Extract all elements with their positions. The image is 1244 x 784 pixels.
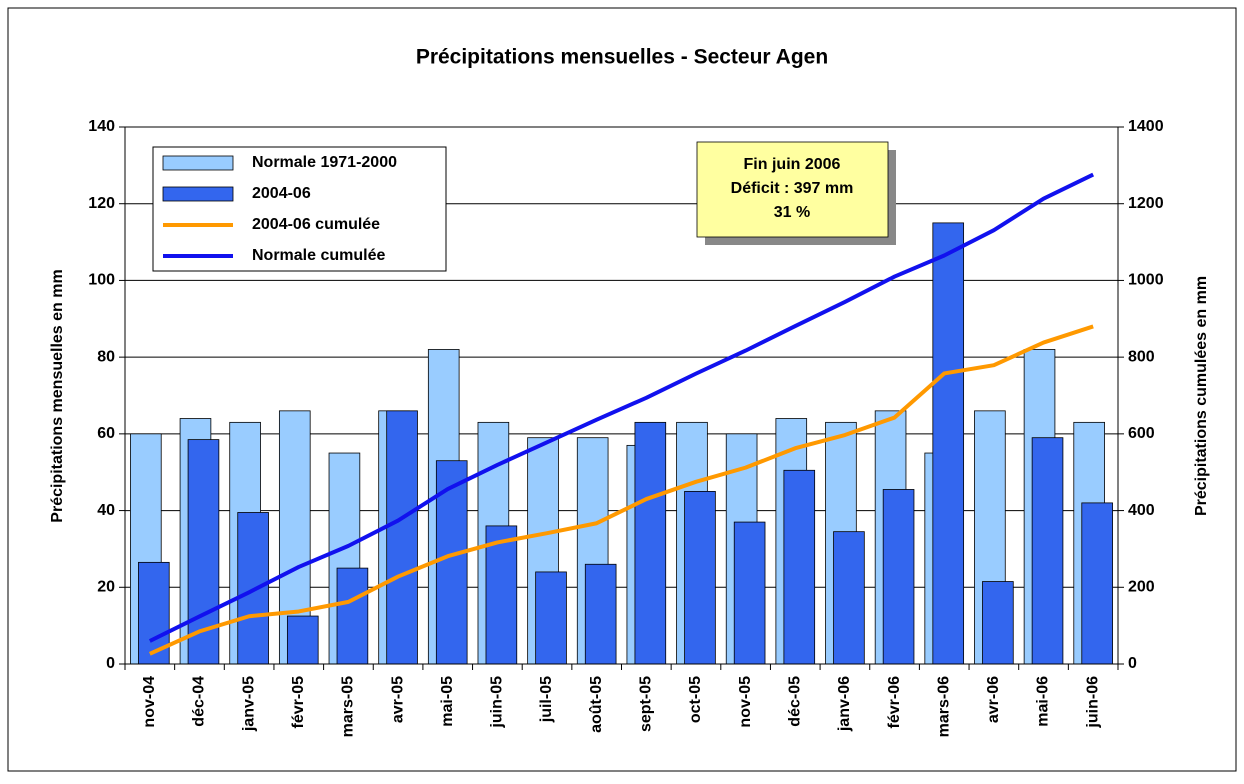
annotation-box	[696, 141, 889, 238]
x-tick-label: janv-05	[240, 676, 257, 732]
bar	[783, 469, 816, 665]
y2-tick-label: 0	[1128, 655, 1137, 672]
y-tick-label: 100	[88, 272, 115, 289]
x-tick-label: juin-05	[489, 676, 506, 729]
bar	[485, 525, 518, 665]
y2-tick-label: 1200	[1128, 195, 1164, 212]
bar	[535, 571, 567, 665]
y-tick-label: 120	[88, 195, 115, 212]
bar	[386, 410, 418, 665]
x-tick-label: juin-06	[1084, 676, 1101, 729]
x-tick-label: mai-05	[439, 676, 456, 727]
y-tick-label: 40	[97, 502, 115, 519]
bar	[286, 615, 319, 665]
bar	[733, 521, 766, 665]
bar	[684, 490, 716, 665]
bar	[982, 581, 1014, 665]
x-tick-label: févr-06	[886, 676, 903, 729]
x-tick-label: déc-05	[786, 676, 803, 727]
x-tick-label: sept-05	[638, 676, 655, 732]
y-tick-label: 20	[97, 579, 115, 596]
legend-label: 2004-06 cumulée	[252, 216, 380, 233]
y-tick-label: 0	[106, 655, 115, 672]
x-tick-label: janv-06	[836, 676, 853, 732]
x-tick-label: nov-04	[141, 676, 158, 728]
legend-label: Normale 1971-2000	[252, 154, 397, 171]
y2-tick-label: 400	[1128, 502, 1155, 519]
bar	[634, 421, 667, 665]
legend-label: Normale cumulée	[252, 247, 385, 264]
legend-swatch	[162, 155, 234, 171]
annotation-text: Déficit : 397 mm	[731, 180, 854, 197]
x-tick-label: juil-05	[538, 676, 555, 723]
annotation-text: 31 %	[774, 204, 810, 221]
x-tick-label: nov-05	[737, 676, 754, 728]
y-tick-label: 60	[97, 425, 115, 442]
y2-tick-label: 800	[1128, 348, 1155, 365]
x-tick-label: août-05	[588, 676, 605, 733]
bar	[1081, 502, 1113, 665]
x-tick-label: oct-05	[687, 676, 704, 723]
annotation-text: Fin juin 2006	[744, 156, 841, 173]
bar	[584, 563, 617, 665]
line	[148, 172, 1095, 643]
y-axis-title: Précipitations mensuelles en mm	[49, 269, 66, 522]
chart-title: Précipitations mensuelles - Secteur Agen	[416, 46, 828, 69]
x-tick-label: avr-06	[985, 676, 1002, 723]
y-tick-label: 80	[97, 348, 115, 365]
x-tick-label: mars-05	[340, 676, 357, 737]
legend-label: 2004-06	[252, 185, 311, 202]
y-tick-label: 140	[88, 118, 115, 135]
y2-tick-label: 1000	[1128, 272, 1164, 289]
bar	[882, 489, 915, 665]
legend-swatch	[162, 186, 234, 202]
x-tick-label: févr-05	[290, 676, 307, 729]
x-tick-label: déc-04	[191, 676, 208, 727]
y2-tick-label: 200	[1128, 579, 1155, 596]
x-tick-label: mai-06	[1035, 676, 1052, 727]
x-tick-label: avr-05	[389, 676, 406, 723]
y2-tick-label: 600	[1128, 425, 1155, 442]
bar	[1031, 437, 1064, 665]
line	[149, 324, 1094, 656]
bar	[833, 531, 865, 665]
y2-tick-label: 1400	[1128, 118, 1164, 135]
bar	[336, 567, 369, 665]
bar	[932, 222, 965, 665]
x-tick-label: mars-06	[935, 676, 952, 737]
y2-axis-title: Précipitations cumulées en mm	[1193, 276, 1210, 516]
